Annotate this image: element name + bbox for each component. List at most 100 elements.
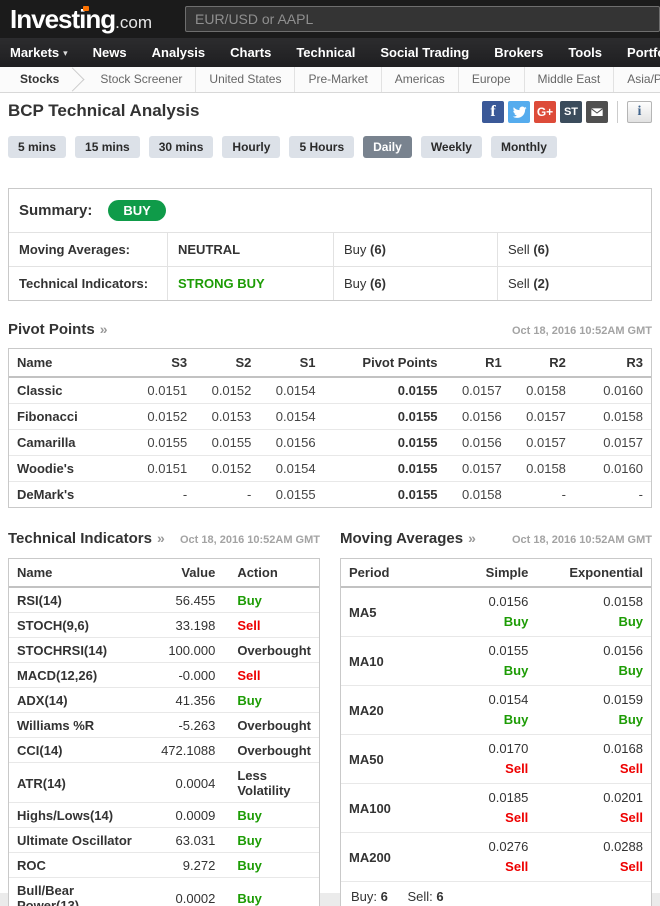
pivot-value: 0.0155 <box>324 404 446 430</box>
ma-exponential-value: 0.0288 <box>544 837 643 857</box>
indicator-action: Sell <box>223 613 319 638</box>
ma-exponential-action: Buy <box>544 710 643 729</box>
logo-orange-dot-icon <box>83 6 89 11</box>
twitter-share-icon[interactable] <box>508 101 530 123</box>
timeframe-15-mins[interactable]: 15 mins <box>75 136 140 158</box>
nav-item-social-trading[interactable]: Social Trading <box>380 45 469 60</box>
search-input[interactable] <box>185 6 660 32</box>
col-name: Name <box>9 349 131 377</box>
col-s3: S3 <box>131 349 195 377</box>
ma-simple-value: 0.0170 <box>442 739 528 759</box>
pivot-r3: 0.0160 <box>574 377 651 404</box>
indicator-row: CCI(14) 472.1088 Overbought <box>9 738 319 763</box>
ma-period: MA5 <box>341 587 434 637</box>
pivot-r1: 0.0158 <box>446 482 510 508</box>
ma-exponential-value: 0.0168 <box>544 739 643 759</box>
pivot-row: Classic 0.0151 0.0152 0.0154 0.0155 0.01… <box>9 377 651 404</box>
timeframe-monthly[interactable]: Monthly <box>491 136 557 158</box>
site-logo[interactable]: Investing.com <box>10 4 152 35</box>
ma-simple-value: 0.0185 <box>442 788 528 808</box>
col-value: Value <box>148 559 224 587</box>
pivot-r1: 0.0157 <box>446 456 510 482</box>
row-status: STRONG BUY <box>167 267 333 300</box>
ma-simple-value: 0.0156 <box>442 592 528 612</box>
col-r2: R2 <box>510 349 574 377</box>
moving-averages-title[interactable]: Moving Averages <box>340 530 463 547</box>
pivot-value: 0.0155 <box>324 430 446 456</box>
ma-exponential-action: Buy <box>544 661 643 680</box>
pivot-r3: 0.0160 <box>574 456 651 482</box>
ma-exponential-action: Sell <box>544 808 643 827</box>
pivot-s1: 0.0154 <box>259 404 323 430</box>
pivot-row: DeMark's - - 0.0155 0.0155 0.0158 - - <box>9 482 651 508</box>
email-share-icon[interactable] <box>586 101 608 123</box>
indicator-action: Overbought <box>223 738 319 763</box>
pivot-name: Woodie's <box>9 456 131 482</box>
col-pivot: Pivot Points <box>324 349 446 377</box>
timeframe-5-hours[interactable]: 5 Hours <box>289 136 354 158</box>
stocktwits-share-icon[interactable]: ST <box>560 101 582 123</box>
subnav-item-europe[interactable]: Europe <box>458 67 524 92</box>
pivot-r2: - <box>510 482 574 508</box>
indicator-name: ATR(14) <box>9 763 148 803</box>
nav-item-technical[interactable]: Technical <box>296 45 355 60</box>
info-icon[interactable]: i <box>627 101 652 123</box>
indicator-name: STOCHRSI(14) <box>9 638 148 663</box>
pivot-s1: 0.0155 <box>259 482 323 508</box>
nav-item-brokers[interactable]: Brokers <box>494 45 543 60</box>
logo-text: Investing <box>10 4 115 34</box>
indicator-name: Ultimate Oscillator <box>9 828 148 853</box>
nav-item-markets[interactable]: Markets▾ <box>10 45 68 60</box>
pivot-r1: 0.0156 <box>446 430 510 456</box>
timeframe-hourly[interactable]: Hourly <box>222 136 280 158</box>
summary-signal-badge[interactable]: BUY <box>108 200 165 221</box>
nav-item-tools[interactable]: Tools <box>568 45 602 60</box>
nav-item-news[interactable]: News <box>93 45 127 60</box>
chevron-down-icon: ▾ <box>63 48 68 58</box>
pivot-name: Camarilla <box>9 430 131 456</box>
timeframe-weekly[interactable]: Weekly <box>421 136 482 158</box>
subnav-item-middle-east[interactable]: Middle East <box>524 67 614 92</box>
pivot-r3: 0.0157 <box>574 430 651 456</box>
nav-item-analysis[interactable]: Analysis <box>152 45 205 60</box>
googleplus-share-icon[interactable]: G+ <box>534 101 556 123</box>
summary-label: Summary: <box>19 202 92 219</box>
timeframe-30-mins[interactable]: 30 mins <box>149 136 214 158</box>
technical-indicators-title[interactable]: Technical Indicators <box>8 530 152 547</box>
subnav-item-stock-screener[interactable]: Stock Screener <box>87 67 195 92</box>
subnav-item-americas[interactable]: Americas <box>381 67 458 92</box>
indicator-value: 33.198 <box>148 613 224 638</box>
pivot-s3: 0.0151 <box>131 377 195 404</box>
facebook-share-icon[interactable]: f <box>482 101 504 123</box>
indicator-row: ADX(14) 41.356 Buy <box>9 688 319 713</box>
ma-simple-value: 0.0154 <box>442 690 528 710</box>
ma-exponential-value: 0.0201 <box>544 788 643 808</box>
subnav-item-pre-market[interactable]: Pre-Market <box>294 67 380 92</box>
pivot-name: Classic <box>9 377 131 404</box>
more-link-icon[interactable]: » <box>100 321 108 337</box>
indicator-action: Buy <box>223 878 319 906</box>
subnav-item-united-states[interactable]: United States <box>195 67 294 92</box>
col-r3: R3 <box>574 349 651 377</box>
nav-item-charts[interactable]: Charts <box>230 45 271 60</box>
timeframe-daily[interactable]: Daily <box>363 136 412 158</box>
indicator-value: 100.000 <box>148 638 224 663</box>
timeframe-5-mins[interactable]: 5 mins <box>8 136 66 158</box>
table-header-row: Name Value Action <box>9 559 319 587</box>
indicator-action: Overbought <box>223 713 319 738</box>
nav-item-portfolio[interactable]: Portfolio <box>627 45 660 60</box>
pivot-r2: 0.0157 <box>510 430 574 456</box>
more-link-icon[interactable]: » <box>157 530 165 546</box>
indicator-name: Williams %R <box>9 713 148 738</box>
col-r1: R1 <box>446 349 510 377</box>
pivot-points-title[interactable]: Pivot Points <box>8 321 95 338</box>
more-link-icon[interactable]: » <box>468 530 476 546</box>
indicator-value: 41.356 <box>148 688 224 713</box>
subnav-item-asia-pacific[interactable]: Asia/Pacific <box>613 67 660 92</box>
timeframe-selector: 5 mins 15 mins 30 mins Hourly 5 Hours Da… <box>8 136 652 158</box>
indicator-value: 63.031 <box>148 828 224 853</box>
moving-averages-summary-footer: Buy: 6 Sell: 6 Summary:NEUTRAL <box>341 881 651 906</box>
col-exponential: Exponential <box>536 559 651 587</box>
col-s1: S1 <box>259 349 323 377</box>
indicator-action: Buy <box>223 828 319 853</box>
